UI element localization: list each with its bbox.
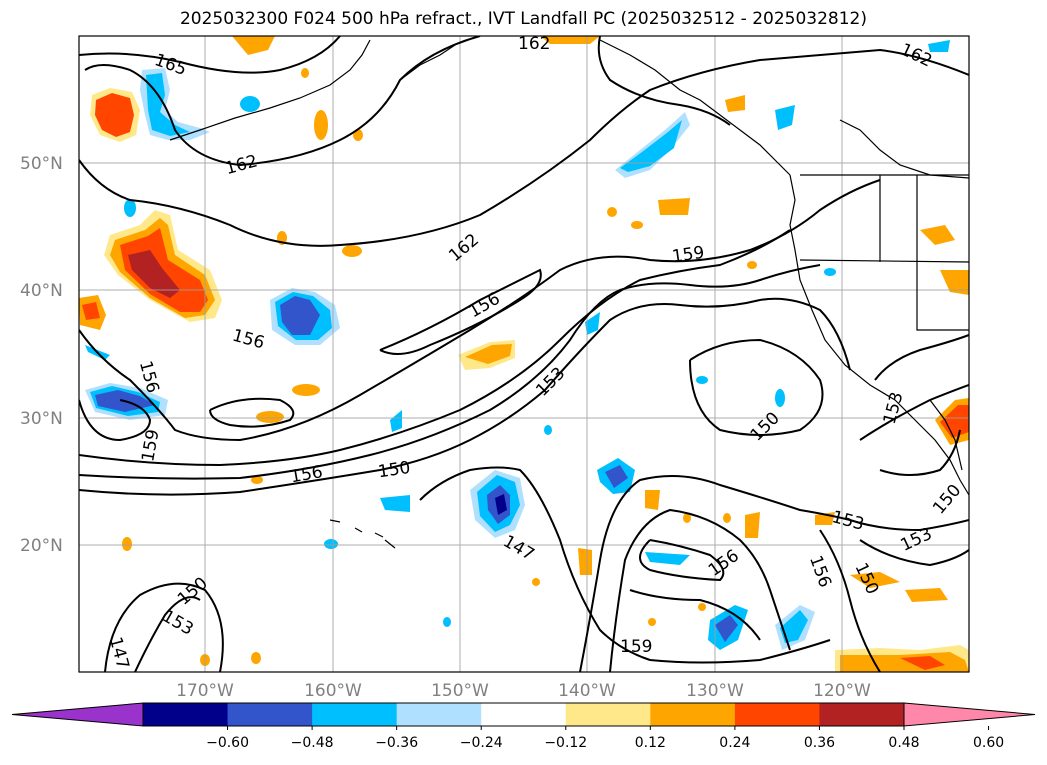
contour-label: 159 [620, 637, 652, 657]
colorbar-tick-label: −0.48 [291, 735, 334, 751]
colorbar-tick-label: 0.60 [973, 735, 1004, 751]
lat-label: 50°N [20, 154, 63, 174]
contour-label: 159 [671, 243, 706, 267]
lon-label: 120°W [813, 681, 871, 701]
colorbar-tick-label: −0.12 [544, 735, 587, 751]
colorbar-swatch [650, 703, 736, 726]
contour-label: 150 [377, 458, 412, 482]
colorbar-extend-high [903, 702, 1036, 727]
colorbar-tick-label: 0.12 [635, 735, 666, 751]
lat-label: 30°N [20, 409, 63, 429]
colorbar-swatch [312, 703, 398, 726]
coastlines [169, 39, 969, 549]
lat-label: 40°N [20, 281, 63, 301]
colorbar-tick-label: 0.36 [804, 735, 835, 751]
plot-area: 165 162 162 162 162 159 159 159 156 156 … [79, 34, 969, 672]
plot-frame [78, 35, 970, 673]
grid-lines [79, 36, 969, 672]
colorbar-swatch [734, 703, 820, 726]
lon-label: 170°W [176, 681, 234, 701]
colorbar: −0.60 −0.48 −0.36 −0.24 −0.12 0.12 0.24 0.36 0.4… [11, 702, 1036, 751]
colorbar-tick-label: −0.60 [206, 735, 249, 751]
map-title: 2025032300 F024 500 hPa refract., IVT La… [179, 9, 867, 29]
colorbar-swatch [819, 703, 905, 726]
colorbar-swatch [143, 703, 229, 726]
colorbar-frame [142, 702, 905, 727]
colorbar-tick-label: 0.48 [888, 735, 919, 751]
lat-label: 20°N [20, 536, 63, 556]
colorbar-tick-label: 0.24 [719, 735, 750, 751]
lon-label: 130°W [686, 681, 744, 701]
lon-label: 150°W [431, 681, 489, 701]
colorbar-swatch [565, 703, 651, 726]
colorbar-swatch [481, 703, 567, 726]
colorbar-tick-label: −0.36 [375, 735, 418, 751]
latitude-labels: 50°N 40°N 30°N 20°N [20, 154, 63, 556]
colorbar-tick-label: −0.24 [460, 735, 503, 751]
colorbar-swatch [396, 703, 482, 726]
longitude-labels: 170°W 160°W 150°W 140°W 130°W 120°W [176, 681, 871, 701]
lon-label: 140°W [558, 681, 616, 701]
contour-label: 162 [518, 34, 550, 54]
lon-label: 160°W [304, 681, 362, 701]
contour-lines [79, 36, 969, 672]
colorbar-extend-low [11, 702, 144, 727]
colorbar-swatch [227, 703, 313, 726]
